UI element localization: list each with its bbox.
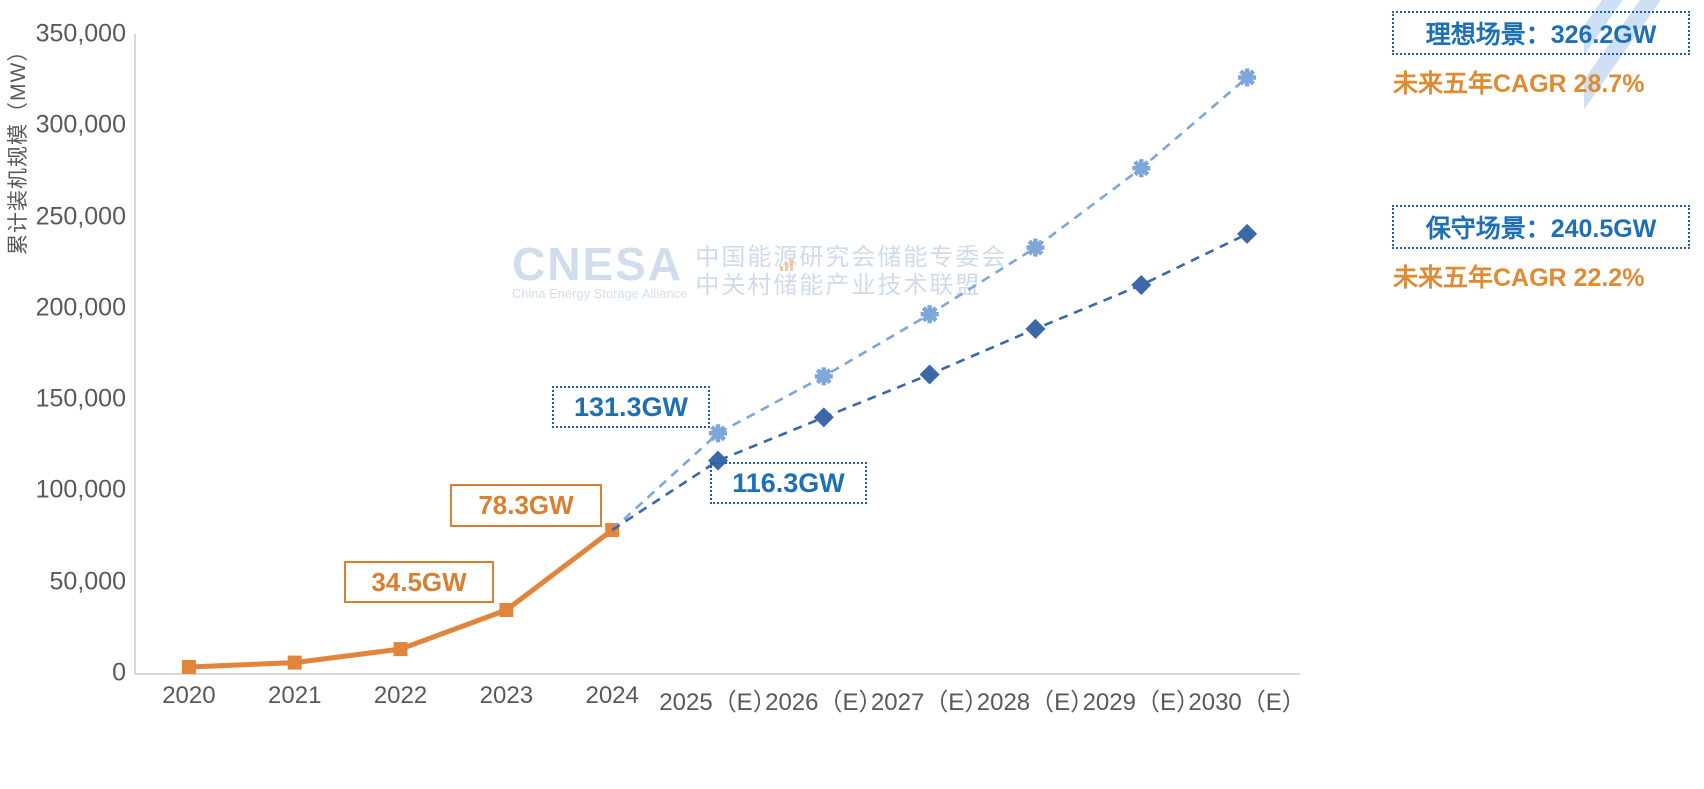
value-callout-a-2025-cons: 116.3GW xyxy=(710,462,867,504)
x-tick-label: 2020 xyxy=(162,682,216,709)
data-point-marker xyxy=(814,367,833,386)
y-tick-label: 150,000 xyxy=(35,384,126,413)
x-tick-label: 2021 xyxy=(268,682,322,709)
y-tick-label: 200,000 xyxy=(35,293,126,322)
data-point-marker xyxy=(1131,275,1152,296)
scenario-box-conservative: 保守场景：240.5GW xyxy=(1392,205,1690,249)
x-tick-label: 2023 xyxy=(479,682,534,709)
data-point-marker xyxy=(708,450,728,471)
data-point-marker xyxy=(393,642,408,657)
x-tick-label: 2022 xyxy=(373,682,428,709)
value-callout-a-2025-ideal: 131.3GW xyxy=(552,386,710,428)
y-tick-label: 250,000 xyxy=(35,202,126,231)
x-tick-label: 2026（E） xyxy=(765,689,883,716)
value-callout-a-2024: 78.3GW xyxy=(450,484,602,527)
x-tick-label: 2025（E） xyxy=(659,689,777,716)
x-tick-label: 2027（E） xyxy=(870,689,989,716)
x-tick-label: 2030（E） xyxy=(1188,689,1306,716)
scenario-cagr-conservative: 未来五年CAGR 22.2% xyxy=(1393,264,1645,292)
data-point-marker xyxy=(1026,238,1045,257)
x-axis-line xyxy=(134,673,1300,675)
y-axis-tick-labels: 0 50,000 100,000 150,000 200,000 250,000 300,0… xyxy=(0,0,126,789)
scenario-box-ideal: 理想场景：326.2GW xyxy=(1392,11,1690,55)
y-tick-label: 0 xyxy=(112,658,126,687)
data-point-marker xyxy=(1132,159,1151,178)
data-point-marker xyxy=(920,305,939,324)
data-point-marker xyxy=(1237,223,1258,244)
series-line xyxy=(611,76,1248,532)
value-callout-a-2023: 34.5GW xyxy=(344,561,494,603)
y-tick-label: 100,000 xyxy=(35,475,126,504)
x-tick-label: 2029（E） xyxy=(1082,689,1200,716)
data-point-marker xyxy=(181,659,196,674)
x-tick-label: 2024 xyxy=(585,682,639,709)
data-point-marker xyxy=(287,655,302,670)
data-point-marker xyxy=(919,364,940,385)
data-point-marker xyxy=(709,424,727,443)
data-point-marker xyxy=(1025,318,1046,339)
y-tick-label: 300,000 xyxy=(35,110,126,139)
data-point-marker xyxy=(1238,68,1257,87)
scenario-cagr-ideal: 未来五年CAGR 28.7% xyxy=(1393,70,1645,98)
data-point-marker xyxy=(499,603,514,618)
x-tick-label: 2028（E） xyxy=(976,689,1095,716)
y-axis-line xyxy=(134,34,136,674)
data-point-marker xyxy=(813,407,834,428)
y-tick-label: 350,000 xyxy=(35,19,126,48)
y-tick-label: 50,000 xyxy=(49,567,126,596)
